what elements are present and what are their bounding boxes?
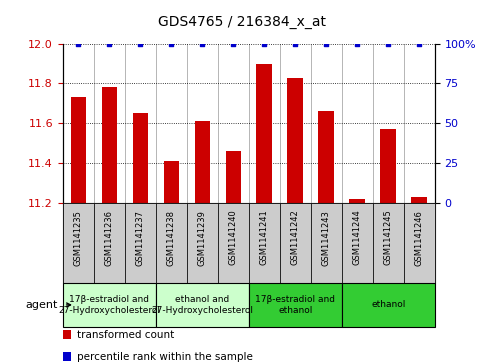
Text: GSM1141237: GSM1141237 (136, 210, 145, 266)
Point (229, 41, 237, 46)
Text: GSM1141243: GSM1141243 (322, 210, 331, 266)
Text: GSM1141235: GSM1141235 (74, 210, 83, 266)
Text: GSM1141238: GSM1141238 (167, 210, 176, 266)
Text: agent: agent (26, 300, 58, 310)
Bar (187, 203, 218, 283)
Bar (381, 130, 396, 203)
Bar (63, 283, 156, 327)
Text: GSM1141244: GSM1141244 (353, 210, 362, 265)
Bar (226, 151, 241, 203)
Point (136, 41, 144, 46)
Bar (63, 203, 94, 283)
Bar (249, 283, 342, 327)
Bar (404, 203, 435, 283)
Text: ethanol: ethanol (371, 301, 405, 309)
Bar (101, 87, 117, 203)
Point (322, 41, 330, 46)
Text: 17β-estradiol and
27-Hydroxycholesterol: 17β-estradiol and 27-Hydroxycholesterol (58, 295, 160, 315)
Bar (249, 203, 280, 283)
Text: GDS4765 / 216384_x_at: GDS4765 / 216384_x_at (157, 15, 326, 29)
Bar (373, 203, 404, 283)
Bar (256, 64, 272, 203)
Bar (342, 203, 373, 283)
Text: GSM1141236: GSM1141236 (105, 210, 114, 266)
Bar (164, 162, 179, 203)
Bar (318, 111, 334, 203)
Point (199, 41, 206, 46)
Text: GSM1141246: GSM1141246 (415, 210, 424, 266)
Bar (311, 203, 342, 283)
Point (260, 41, 268, 46)
Bar (350, 199, 365, 203)
Bar (125, 203, 156, 283)
Text: GSM1141242: GSM1141242 (291, 210, 300, 265)
Text: percentile rank within the sample: percentile rank within the sample (77, 352, 253, 362)
Text: GSM1141239: GSM1141239 (198, 210, 207, 266)
Point (415, 41, 423, 46)
Point (354, 41, 361, 46)
Bar (280, 203, 311, 283)
Point (291, 41, 299, 46)
Text: GSM1141241: GSM1141241 (260, 210, 269, 265)
Bar (287, 78, 303, 203)
Point (384, 41, 392, 46)
Text: transformed count: transformed count (77, 330, 174, 340)
Bar (71, 98, 86, 203)
Text: ethanol and
27-Hydroxycholesterol: ethanol and 27-Hydroxycholesterol (151, 295, 253, 315)
Bar (132, 114, 148, 203)
Bar (195, 122, 210, 203)
Point (74, 41, 82, 46)
Bar (342, 283, 435, 327)
Point (105, 41, 113, 46)
Text: 17β-estradiol and
ethanol: 17β-estradiol and ethanol (255, 295, 335, 315)
Bar (156, 283, 249, 327)
Bar (156, 203, 187, 283)
Bar (412, 197, 427, 203)
Bar (218, 203, 249, 283)
Bar (94, 203, 125, 283)
Text: GSM1141245: GSM1141245 (384, 210, 393, 265)
Text: GSM1141240: GSM1141240 (229, 210, 238, 265)
Point (168, 41, 175, 46)
